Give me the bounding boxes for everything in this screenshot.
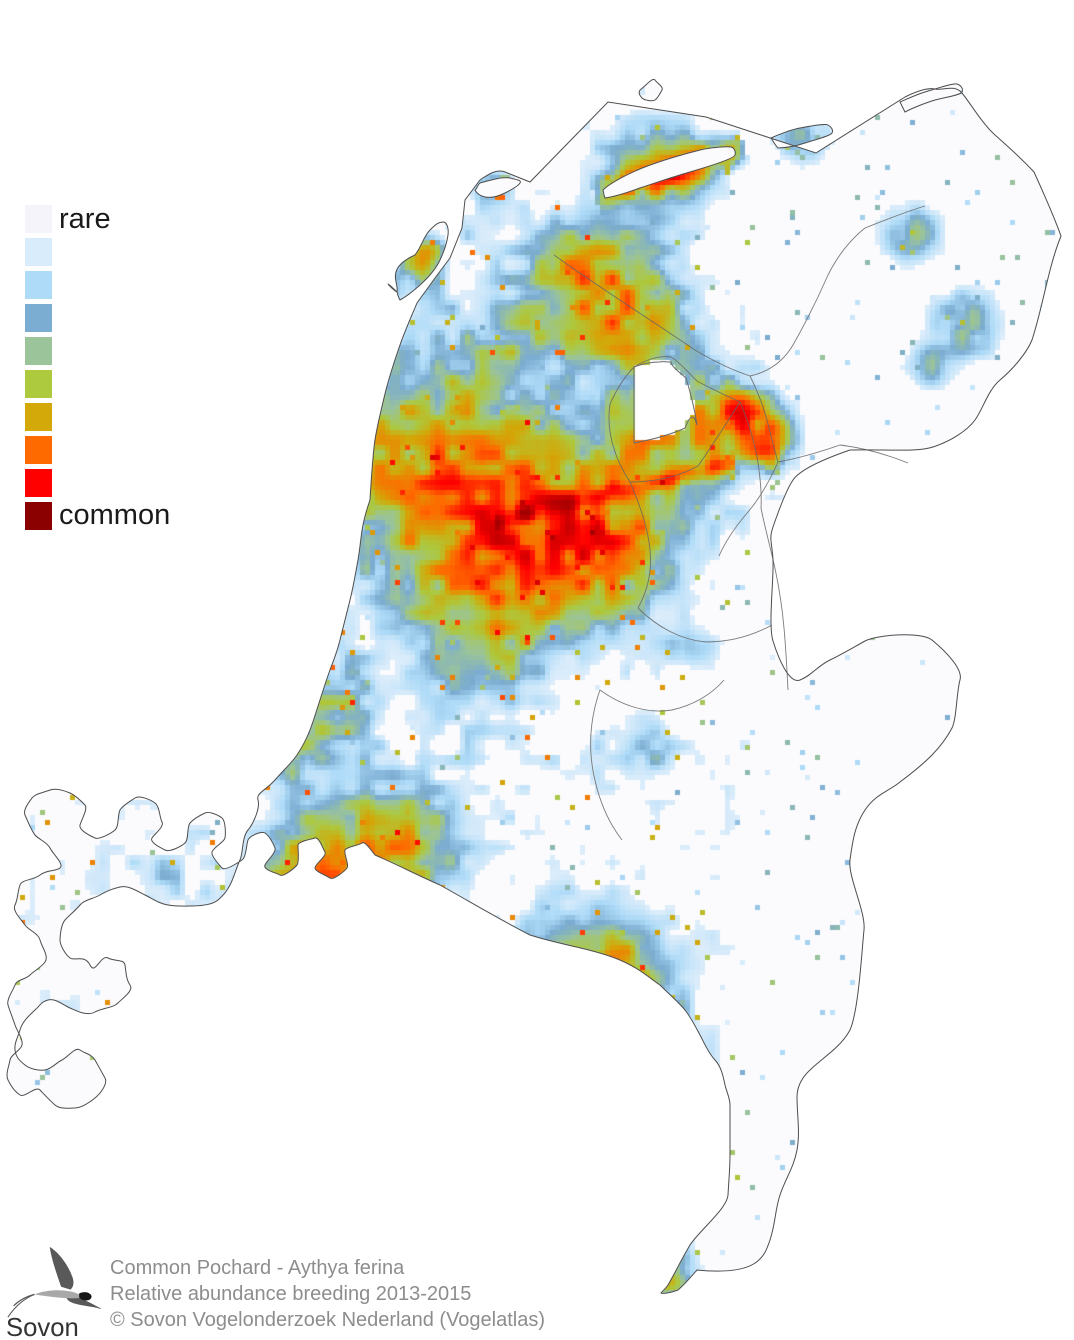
svg-text:Sovon: Sovon xyxy=(6,1314,79,1340)
